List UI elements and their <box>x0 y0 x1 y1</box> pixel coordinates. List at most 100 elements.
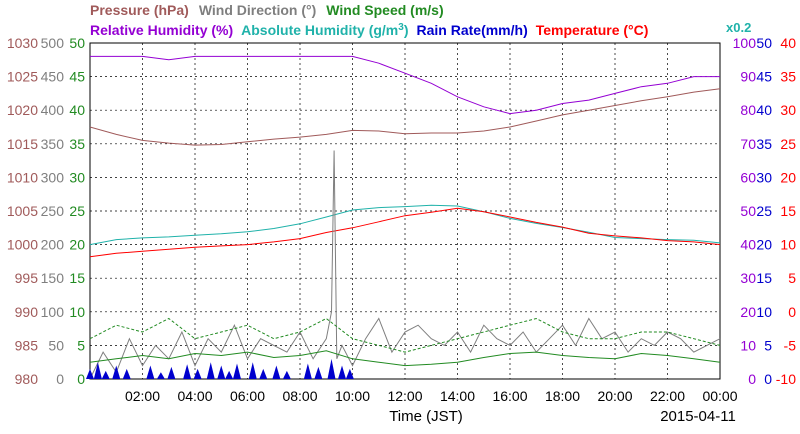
wind-speed-tick-label: 35 <box>69 136 85 152</box>
temperature-tick-label: 15 <box>780 203 796 219</box>
x-tick-label: 12:00 <box>387 388 422 404</box>
humidity-tick-label: 100 <box>733 35 757 51</box>
x-tick-label: 16:00 <box>492 388 527 404</box>
pressure-tick-label: 985 <box>15 337 39 353</box>
rain-rate-tick-label: 5 <box>764 337 772 353</box>
wind-direction-tick-label: 50 <box>48 337 64 353</box>
wind-speed-tick-label: 20 <box>69 237 85 253</box>
pressure-tick-label: 1030 <box>7 35 38 51</box>
rain-rate-spike <box>233 363 241 379</box>
pressure-tick-label: 1025 <box>7 69 38 85</box>
wind-direction-tick-label: 150 <box>41 270 65 286</box>
temperature-tick-label: 40 <box>780 35 796 51</box>
x-tick-label: 18:00 <box>545 388 580 404</box>
pressure-tick-label: 990 <box>15 304 39 320</box>
grid-lines <box>90 43 720 379</box>
rain-rate-tick-label: 30 <box>756 169 772 185</box>
rain-rate-tick-label: 25 <box>756 203 772 219</box>
temperature-tick-label: 30 <box>780 102 796 118</box>
rain-rate-spike <box>345 368 354 379</box>
wind-speed-tick-label: 10 <box>69 304 85 320</box>
humidity-tick-label: 80 <box>740 102 756 118</box>
legend-item: Wind Direction (°) <box>199 2 316 18</box>
rain-rate-spike <box>112 365 121 379</box>
temperature-tick-label: 10 <box>780 237 796 253</box>
temperature-tick-label: 0 <box>788 304 796 320</box>
wind-speed-tick-label: 50 <box>69 35 85 51</box>
rain-rate-spike <box>146 365 155 379</box>
x-tick-label: 02:00 <box>125 388 160 404</box>
pressure-tick-label: 995 <box>15 270 39 286</box>
x-tick-label: 08:00 <box>282 388 317 404</box>
humidity-tick-label: 70 <box>740 136 756 152</box>
rain-rate-spike <box>167 366 176 379</box>
rain-rate-spike <box>282 370 291 379</box>
wind-speed-gust-m-s-line <box>89 317 721 353</box>
wind-speed-m-s-line <box>89 350 721 367</box>
x-tick-label: 10:00 <box>335 388 370 404</box>
legend-item: Relative Humidity (%) <box>90 22 233 38</box>
humidity-tick-label: 50 <box>740 203 756 219</box>
wind-direction-tick-label: 200 <box>41 237 65 253</box>
pressure-tick-label: 1010 <box>7 169 38 185</box>
wind-direction-tick-label: 450 <box>41 69 65 85</box>
rain-rate-spike <box>193 368 202 379</box>
rain-rate-tick-label: 50 <box>756 35 772 51</box>
wind-direction-tick-label: 500 <box>41 35 65 51</box>
wind-direction-tick-label: 300 <box>41 169 65 185</box>
rain-rate-spike <box>93 362 102 379</box>
rain-rate-spike <box>86 368 94 379</box>
legend-item: Temperature (°C) <box>536 22 649 38</box>
wind-speed-tick-label: 25 <box>69 203 85 219</box>
wind-direction-line <box>89 150 721 380</box>
absolute-humidity-g-m3-line <box>89 204 721 246</box>
humidity-tick-label: 60 <box>740 169 756 185</box>
temperature-tick-label: 20 <box>780 169 796 185</box>
rain-rate-tick-label: 10 <box>756 304 772 320</box>
humidity-tick-label: 40 <box>740 237 756 253</box>
data-series <box>86 55 721 380</box>
wind-speed-tick-label: 45 <box>69 69 85 85</box>
legend-item: Pressure (hPa) <box>90 2 189 18</box>
wind-speed-tick-label: 15 <box>69 270 85 286</box>
rain-rate-spike <box>156 372 165 379</box>
rain-rate-spike <box>314 366 323 379</box>
rain-rate-spike <box>183 364 192 379</box>
humidity-tick-label: 30 <box>740 270 756 286</box>
temperature-tick-label: 5 <box>788 270 796 286</box>
pressure-tick-label: 1020 <box>7 102 38 118</box>
wind-speed-tick-label: 30 <box>69 169 85 185</box>
humidity-tick-label: 90 <box>740 69 756 85</box>
rain-rate-spike <box>327 358 336 379</box>
wind-speed-tick-label: 0 <box>77 371 85 387</box>
rain-rate-tick-label: 35 <box>756 136 772 152</box>
rain-rate-spike <box>206 362 215 379</box>
rain-rate-spike <box>259 368 268 379</box>
temperature-tick-label: -5 <box>784 337 797 353</box>
rain-rate-tick-label: 0 <box>764 371 772 387</box>
wind-direction-tick-label: 0 <box>56 371 64 387</box>
wind-direction-tick-label: 250 <box>41 203 65 219</box>
temperature-tick-label: -10 <box>776 371 796 387</box>
rain-rate-tick-label: 15 <box>756 270 772 286</box>
relative-humidity-line <box>90 55 720 115</box>
wind-speed-tick-label: 5 <box>77 337 85 353</box>
x-tick-label: 20:00 <box>597 388 632 404</box>
pressure-tick-label: 1015 <box>7 136 38 152</box>
temperature-c-line <box>89 207 721 258</box>
temperature-tick-label: 35 <box>780 69 796 85</box>
rain-rate-spike <box>272 365 281 379</box>
x-axis-label: Time (JST) <box>389 408 463 425</box>
legend-item: Wind Speed (m/s) <box>326 2 443 18</box>
x-tick-label: 14:00 <box>440 388 475 404</box>
temperature-tick-label: 25 <box>780 136 796 152</box>
rain-rate-spike <box>303 363 312 379</box>
pressure-hpa-line <box>89 88 721 146</box>
legend-item: Absolute Humidity (g/m3) <box>241 22 408 39</box>
rain-rate-spike <box>101 370 110 379</box>
x-tick-label: 06:00 <box>230 388 265 404</box>
rain-rate-spike <box>122 368 131 379</box>
wind-direction-tick-label: 350 <box>41 136 65 152</box>
wind-speed-tick-label: 40 <box>69 102 85 118</box>
